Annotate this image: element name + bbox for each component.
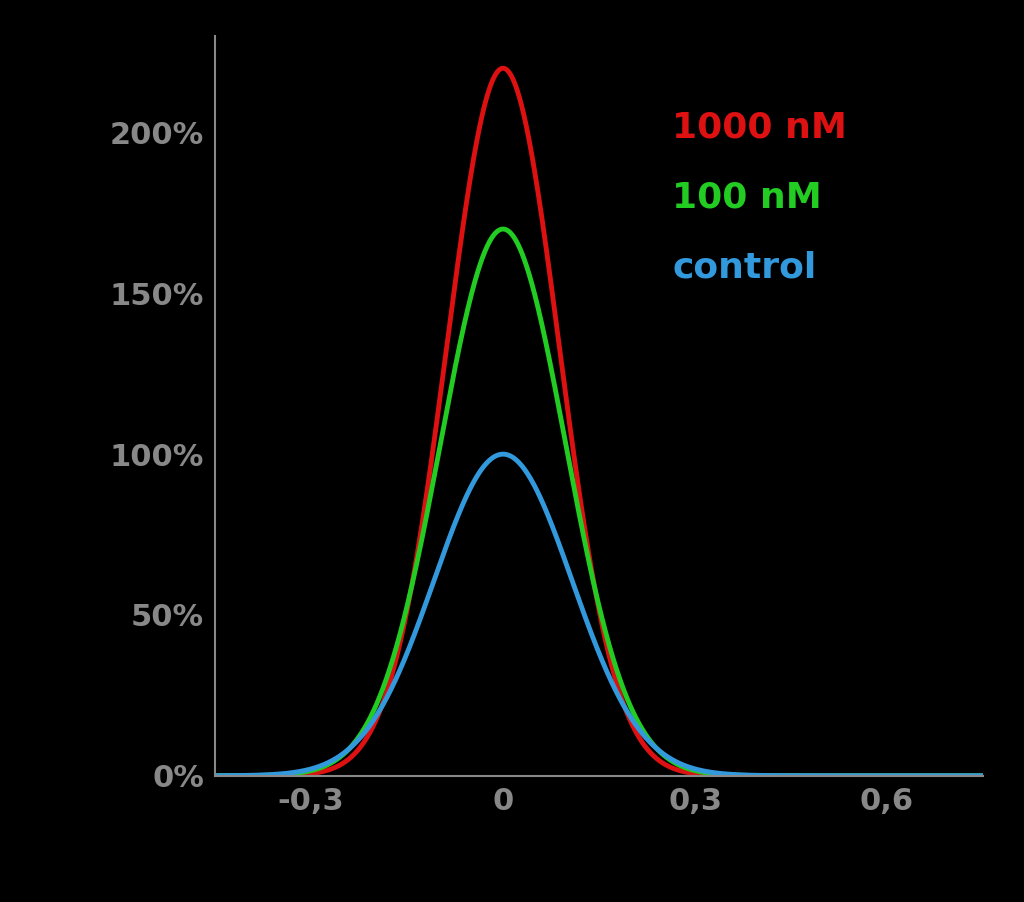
Text: 100 nM: 100 nM	[672, 180, 821, 215]
Text: 1000 nM: 1000 nM	[672, 110, 847, 144]
Text: control: control	[672, 251, 816, 284]
